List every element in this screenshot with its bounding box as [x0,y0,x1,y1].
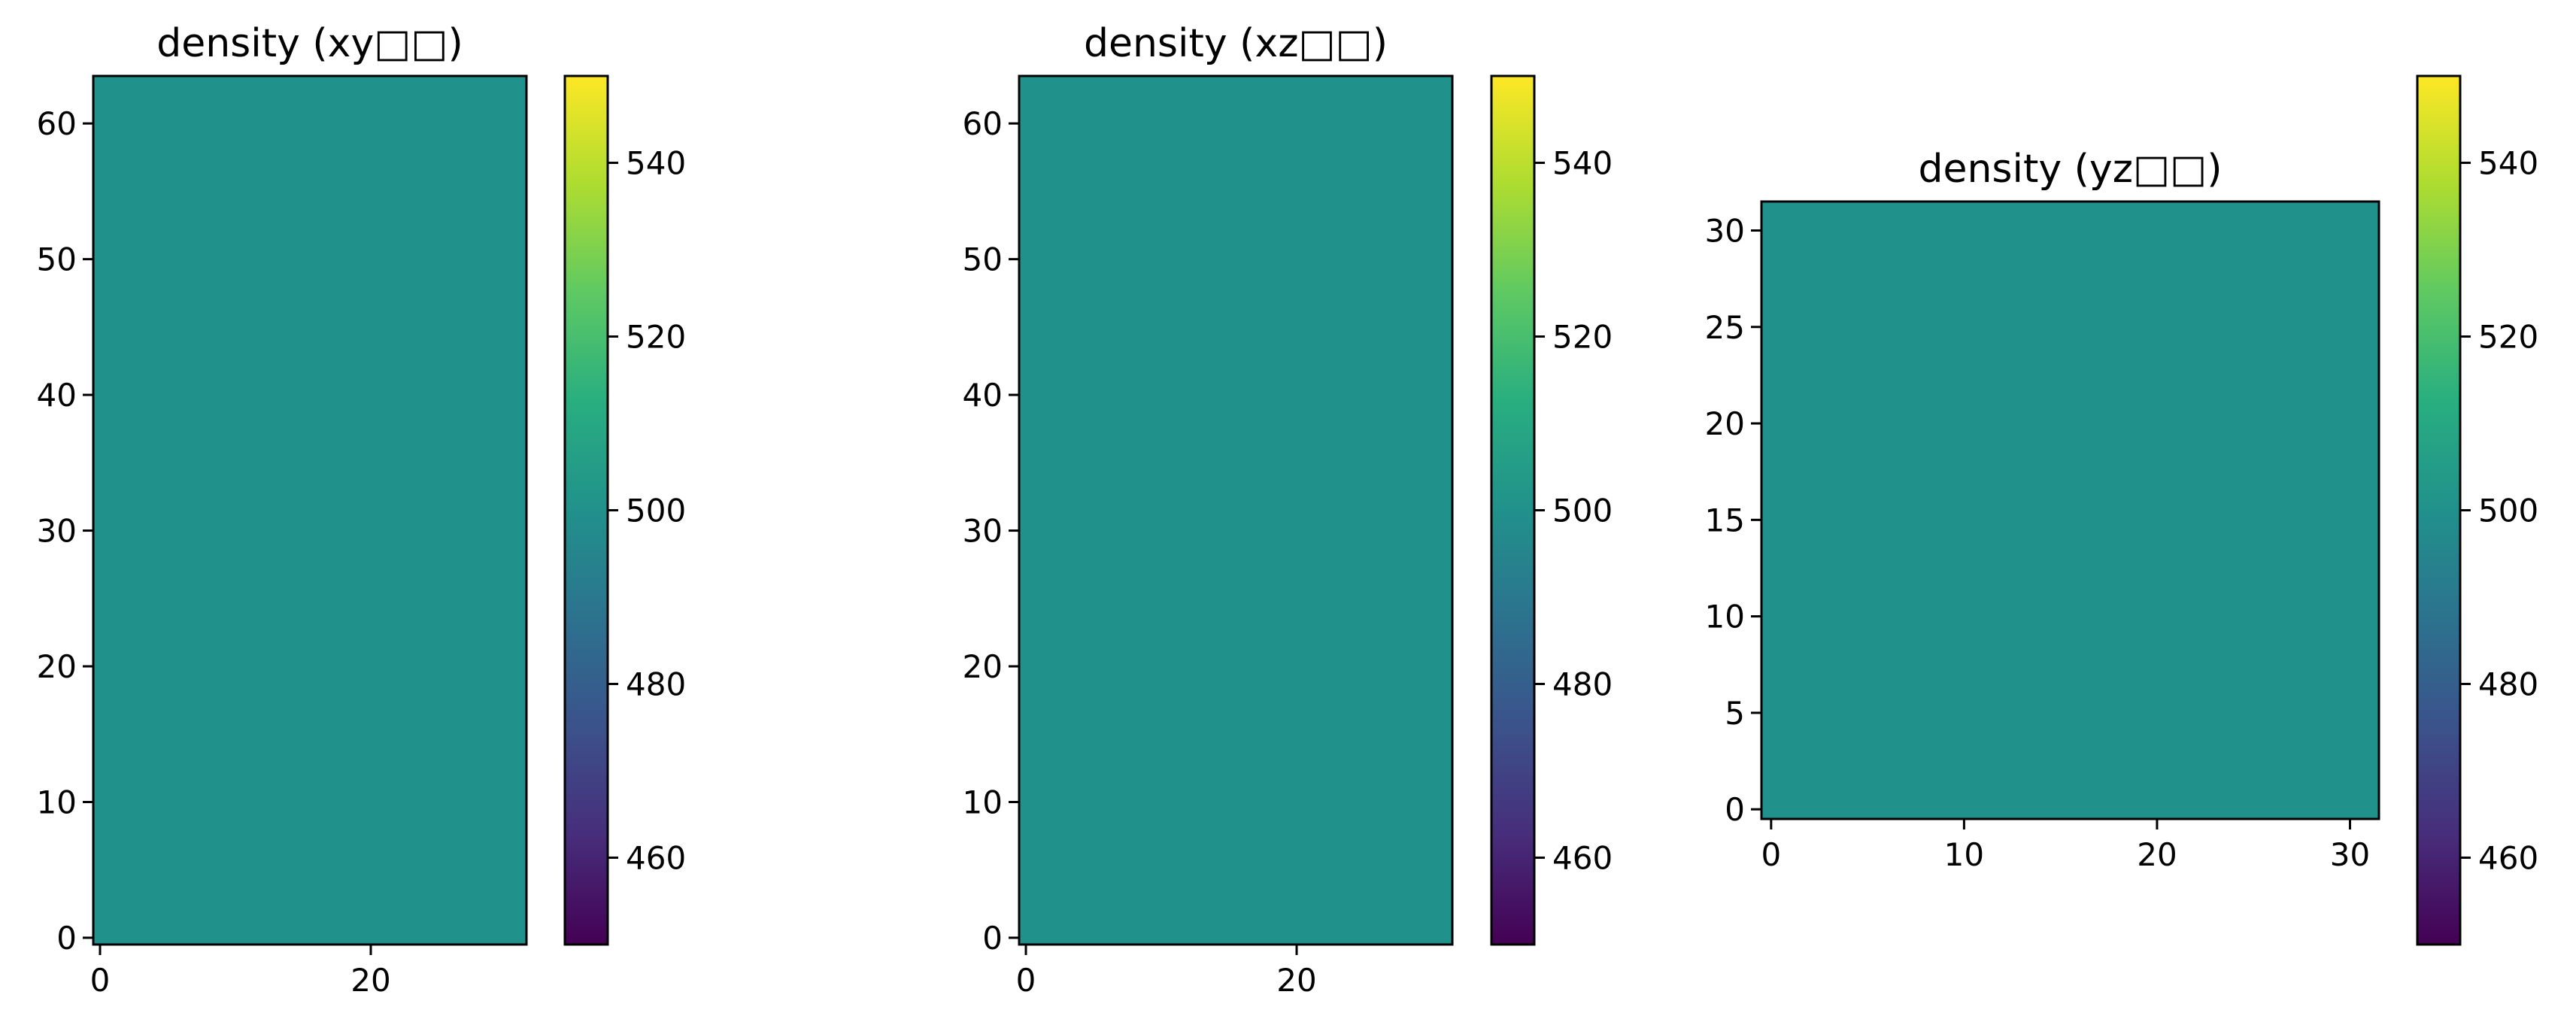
colorbar-tick-label: 500 [1552,493,1613,529]
y-tick-label: 40 [37,377,77,414]
chart-panel-3: density (yz□□) 0 10 20 30 0 5 10 15 20 25 30 460 480 5… [1705,74,2538,946]
colorbar-tick-label: 460 [2478,840,2538,877]
y-tick-label: 10 [1705,599,1745,635]
y-tick-label: 30 [37,513,77,550]
colorbar-tick-label: 460 [626,840,686,877]
y-tick-label: 40 [963,377,1003,414]
x-tick-label: 10 [1944,836,1984,873]
x-tick-label: 20 [350,962,390,999]
y-tick-label: 0 [1725,791,1745,828]
chart-panel-1: density (xy□□) 0 20 0 10 20 30 40 50 60 460 480 500 5… [37,21,687,999]
y-tick-label: 15 [1705,502,1745,538]
x-tick-label: 0 [1761,836,1781,873]
colorbar-tick-label: 480 [2478,666,2538,703]
colorbar-tick-label: 460 [1552,840,1613,877]
y-tick-label: 20 [37,648,77,685]
x-tick-label: 30 [2330,836,2370,873]
plot-frame [1760,200,2380,820]
heatmap-image [1761,202,2379,819]
colorbar-tick-label: 520 [2478,319,2538,356]
chart-title: density (xz□□) [1084,21,1388,66]
y-tick-label: 10 [963,784,1003,821]
y-tick-label: 50 [37,241,77,278]
y-tick-label: 60 [37,105,77,142]
y-tick-label: 0 [56,920,77,957]
y-tick-label: 0 [982,920,1003,957]
chart-title: density (xy□□) [156,21,463,66]
plot-frame [1018,74,1454,946]
y-tick-label: 60 [963,105,1003,142]
y-tick-label: 20 [1705,405,1745,442]
colorbar-gradient [1491,76,1534,945]
y-tick-label: 5 [1725,695,1745,732]
y-tick-label: 30 [1705,212,1745,249]
y-tick-label: 10 [37,784,77,821]
heatmap-image [93,76,526,945]
colorbar-tick-label: 500 [2478,493,2538,529]
x-tick-label: 20 [1276,962,1316,999]
y-tick-label: 50 [963,241,1003,278]
chart-title: density (yz□□) [1918,147,2222,192]
colorbar-tick-label: 500 [626,493,686,529]
colorbar-tick-label: 540 [626,145,686,182]
heatmap-image [1019,76,1452,945]
colorbar-gradient [565,76,608,945]
colorbar-gradient [2417,76,2460,945]
chart-panel-2: density (xz□□) 0 20 0 10 20 30 40 50 60 460 480 500 5… [963,21,1613,999]
colorbar-tick-label: 540 [1552,145,1613,182]
y-tick-label: 20 [963,648,1003,685]
y-tick-label: 25 [1705,309,1745,346]
x-tick-label: 0 [1016,962,1036,999]
y-tick-label: 30 [963,513,1003,550]
x-tick-label: 0 [90,962,111,999]
colorbar-tick-label: 540 [2478,145,2538,182]
colorbar-tick-label: 480 [626,666,686,703]
colorbar-tick-label: 520 [626,319,686,356]
colorbar-tick-label: 520 [1552,319,1613,356]
x-tick-label: 20 [2137,836,2177,873]
colorbar-tick-label: 480 [1552,666,1613,703]
plot-frame [92,74,528,946]
